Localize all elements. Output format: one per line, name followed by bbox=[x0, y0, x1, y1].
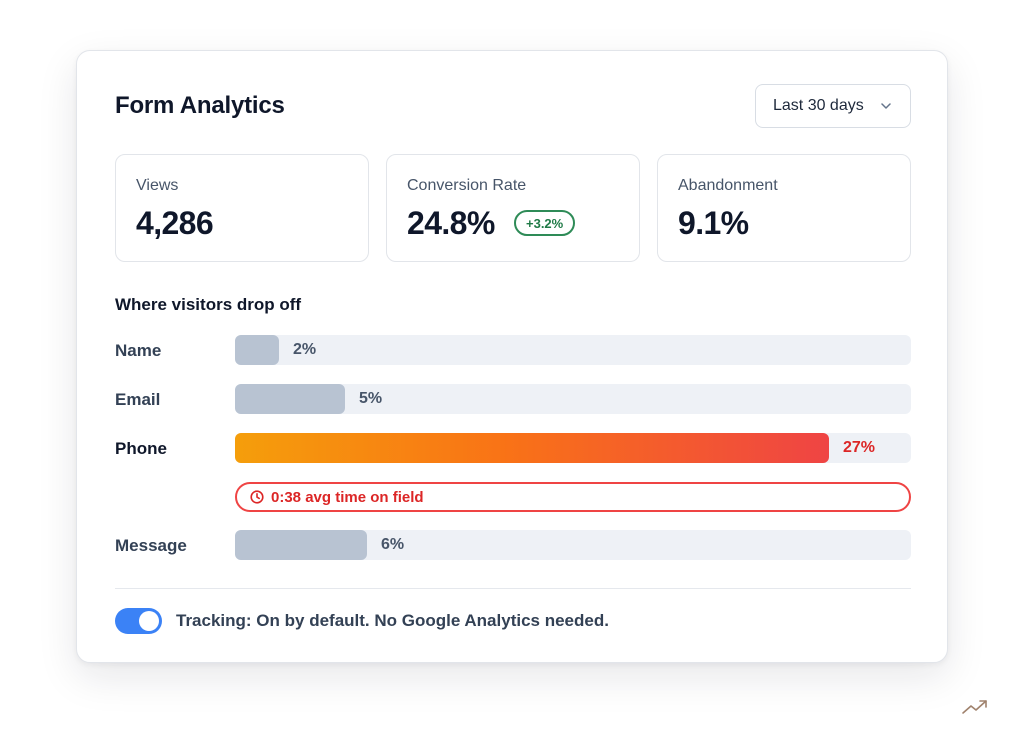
dropoff-percent: 6% bbox=[381, 536, 405, 553]
dropoff-bar-phone: 27% bbox=[235, 433, 911, 463]
form-analytics-card: Form Analytics Last 30 days Views 4,286 … bbox=[76, 50, 948, 663]
page-title: Form Analytics bbox=[115, 92, 285, 119]
date-range-select[interactable]: Last 30 days bbox=[755, 84, 911, 128]
dropoff-fill bbox=[235, 530, 367, 560]
dropoff-bar-name: 2% bbox=[235, 335, 911, 365]
tracking-status-text: Tracking: On by default. No Google Analy… bbox=[176, 611, 609, 630]
stat-label: Conversion Rate bbox=[407, 177, 527, 194]
chevron-down-icon bbox=[881, 103, 891, 109]
dropoff-bar-email: 5% bbox=[235, 384, 911, 414]
clock-icon bbox=[250, 490, 264, 504]
dropoff-percent: 27% bbox=[843, 439, 876, 456]
toggle-knob bbox=[139, 611, 159, 631]
date-range-value: Last 30 days bbox=[773, 97, 864, 114]
stat-label: Views bbox=[136, 177, 179, 194]
stat-value: 4,286 bbox=[136, 205, 214, 241]
tracking-toggle[interactable] bbox=[115, 608, 162, 634]
stat-label: Abandonment bbox=[678, 177, 778, 194]
field-label-name: Name bbox=[115, 341, 162, 360]
section-title: Where visitors drop off bbox=[115, 295, 302, 314]
delta-badge: +3.2% bbox=[514, 210, 576, 236]
field-label-email: Email bbox=[115, 390, 161, 409]
divider bbox=[115, 588, 911, 589]
dropoff-fill bbox=[235, 335, 279, 365]
stat-value: 24.8% bbox=[407, 205, 495, 241]
dropoff-bar-message: 6% bbox=[235, 530, 911, 560]
trend-up-icon bbox=[962, 700, 987, 714]
stat-card-conversion-rate: Conversion Rate 24.8% +3.2% bbox=[386, 154, 640, 262]
note-text: 0:38 avg time on field bbox=[271, 488, 424, 506]
stat-value: 9.1% bbox=[678, 205, 749, 241]
field-label-phone: Phone bbox=[115, 439, 167, 458]
stat-card-abandonment: Abandonment 9.1% bbox=[657, 154, 911, 262]
stat-card-views: Views 4,286 bbox=[115, 154, 369, 262]
field-label-message: Message bbox=[115, 536, 187, 555]
phone-field-note: 0:38 avg time on field bbox=[235, 482, 911, 512]
dropoff-fill bbox=[235, 384, 345, 414]
dropoff-percent: 2% bbox=[293, 341, 317, 358]
dropoff-percent: 5% bbox=[359, 390, 383, 407]
dropoff-fill bbox=[235, 433, 829, 463]
